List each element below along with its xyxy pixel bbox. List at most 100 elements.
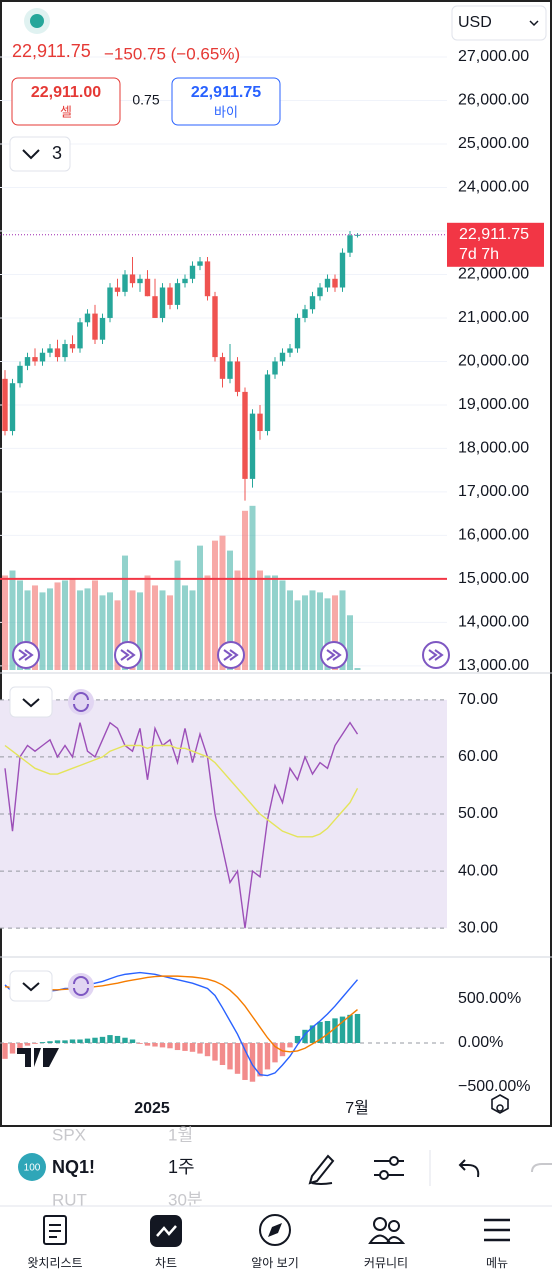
volume-bar (204, 575, 211, 670)
badge-text: 100 (24, 1163, 41, 1174)
candle-body (219, 357, 226, 379)
candle-body (9, 383, 16, 432)
histogram-bar (279, 1043, 286, 1057)
candle-body (204, 261, 211, 297)
volume-bar (9, 570, 16, 670)
histogram-bar (249, 1043, 256, 1082)
nav-label[interactable]: 알아 보기 (251, 1256, 299, 1270)
histogram-bar (294, 1035, 301, 1044)
candle-body (182, 278, 188, 284)
volume-bar (234, 570, 241, 670)
candle-body (339, 252, 346, 288)
candle-body (317, 287, 323, 297)
volume-bar (84, 588, 91, 670)
candle-body (17, 365, 23, 384)
histogram-bar (212, 1043, 218, 1061)
histogram-bar (219, 1043, 226, 1066)
histogram-bar (234, 1043, 241, 1074)
sell-button[interactable] (11, 77, 121, 126)
histogram-bar (54, 1040, 61, 1044)
histogram-bar (227, 1043, 233, 1070)
event-arrow (428, 649, 444, 661)
histogram-bar (24, 1043, 31, 1046)
y-tick-label: 18,000.00 (458, 440, 529, 457)
volume-bar (54, 582, 61, 670)
histogram-bar (272, 1043, 278, 1063)
candle-body (287, 348, 293, 353)
collapse-button[interactable] (9, 686, 53, 718)
watchlist-icon[interactable] (43, 1215, 67, 1245)
histogram-bar (182, 1043, 188, 1051)
candle-body (324, 278, 331, 288)
menu-icon[interactable] (484, 1218, 510, 1242)
candle-body (2, 378, 8, 432)
interval-option[interactable]: 30분 (168, 1190, 203, 1209)
tv-logo (17, 1048, 59, 1067)
indicator-line (4, 744, 359, 838)
candle-body (189, 265, 196, 279)
draw-icon[interactable] (308, 1154, 335, 1185)
volume-bar (279, 580, 286, 670)
nav-label[interactable]: 차트 (155, 1256, 177, 1270)
volume-bar (69, 578, 76, 670)
price: 22,911.75 (12, 41, 91, 61)
histogram-bar (39, 1042, 46, 1044)
histogram-bar (77, 1039, 83, 1044)
volume-bar (144, 575, 151, 670)
y-tick-label: 20,000.00 (458, 353, 529, 370)
candle-body (114, 287, 121, 292)
volume-bar (197, 545, 203, 670)
candle-body (332, 278, 338, 288)
nav-label[interactable]: 왓치리스트 (27, 1256, 82, 1270)
settings-sliders[interactable] (374, 1156, 404, 1180)
currency-select[interactable] (451, 5, 547, 41)
volume-bar (62, 580, 68, 670)
volume-bar (212, 540, 218, 670)
candle-body (129, 274, 136, 284)
volume-bar (92, 580, 98, 670)
symbol-option[interactable]: SPX (52, 1125, 86, 1144)
volume-bar (39, 592, 46, 670)
symbol-option[interactable]: RUT (52, 1190, 87, 1209)
y-tick-label: 50.00 (458, 805, 498, 822)
chevron (22, 698, 40, 708)
nav-label[interactable]: 메뉴 (486, 1256, 508, 1270)
watchlist-lines (49, 1224, 61, 1238)
volume-bar (2, 575, 8, 670)
symbol[interactable]: NQ1! (52, 1157, 95, 1177)
volume-bar (182, 585, 188, 670)
histogram-bar (317, 1021, 323, 1044)
histogram-bar (122, 1037, 128, 1044)
nav-label[interactable]: 커뮤니티 (364, 1256, 408, 1270)
volume-bar (287, 590, 293, 670)
interval[interactable]: 1주 (168, 1157, 195, 1177)
community-icon[interactable] (373, 1217, 387, 1231)
y-tick-label: 30.00 (458, 919, 498, 936)
redo-icon[interactable] (531, 1163, 552, 1173)
volume-bar (249, 505, 256, 670)
histogram-bar (62, 1040, 68, 1044)
volume-bar (159, 590, 166, 670)
refresh-icon (73, 976, 89, 996)
candle-body (144, 278, 151, 297)
collapse-button[interactable] (9, 970, 53, 1002)
candle-body (309, 296, 316, 310)
interval-option[interactable]: 1월 (168, 1125, 193, 1144)
event-arrow (326, 649, 342, 661)
candle-body (272, 361, 278, 375)
buy-button[interactable] (171, 77, 281, 126)
last-price-tag (447, 222, 544, 267)
candle-body (167, 287, 173, 305)
candle-body (302, 309, 308, 318)
header: 22,911.75 −150.75 (−0.65%) 22,911.00 셀 0… (9, 5, 547, 172)
settings-icon[interactable] (491, 1094, 509, 1114)
candle-body (84, 313, 91, 323)
explore-icon[interactable] (259, 1214, 291, 1246)
undo-icon[interactable] (458, 1159, 480, 1178)
histogram-bar (347, 1014, 353, 1044)
histogram-bar (257, 1043, 263, 1077)
histogram-bar (302, 1029, 308, 1044)
histogram-bar (129, 1039, 136, 1044)
indicator-toggle[interactable] (9, 136, 71, 172)
indicator-line (4, 721, 359, 929)
